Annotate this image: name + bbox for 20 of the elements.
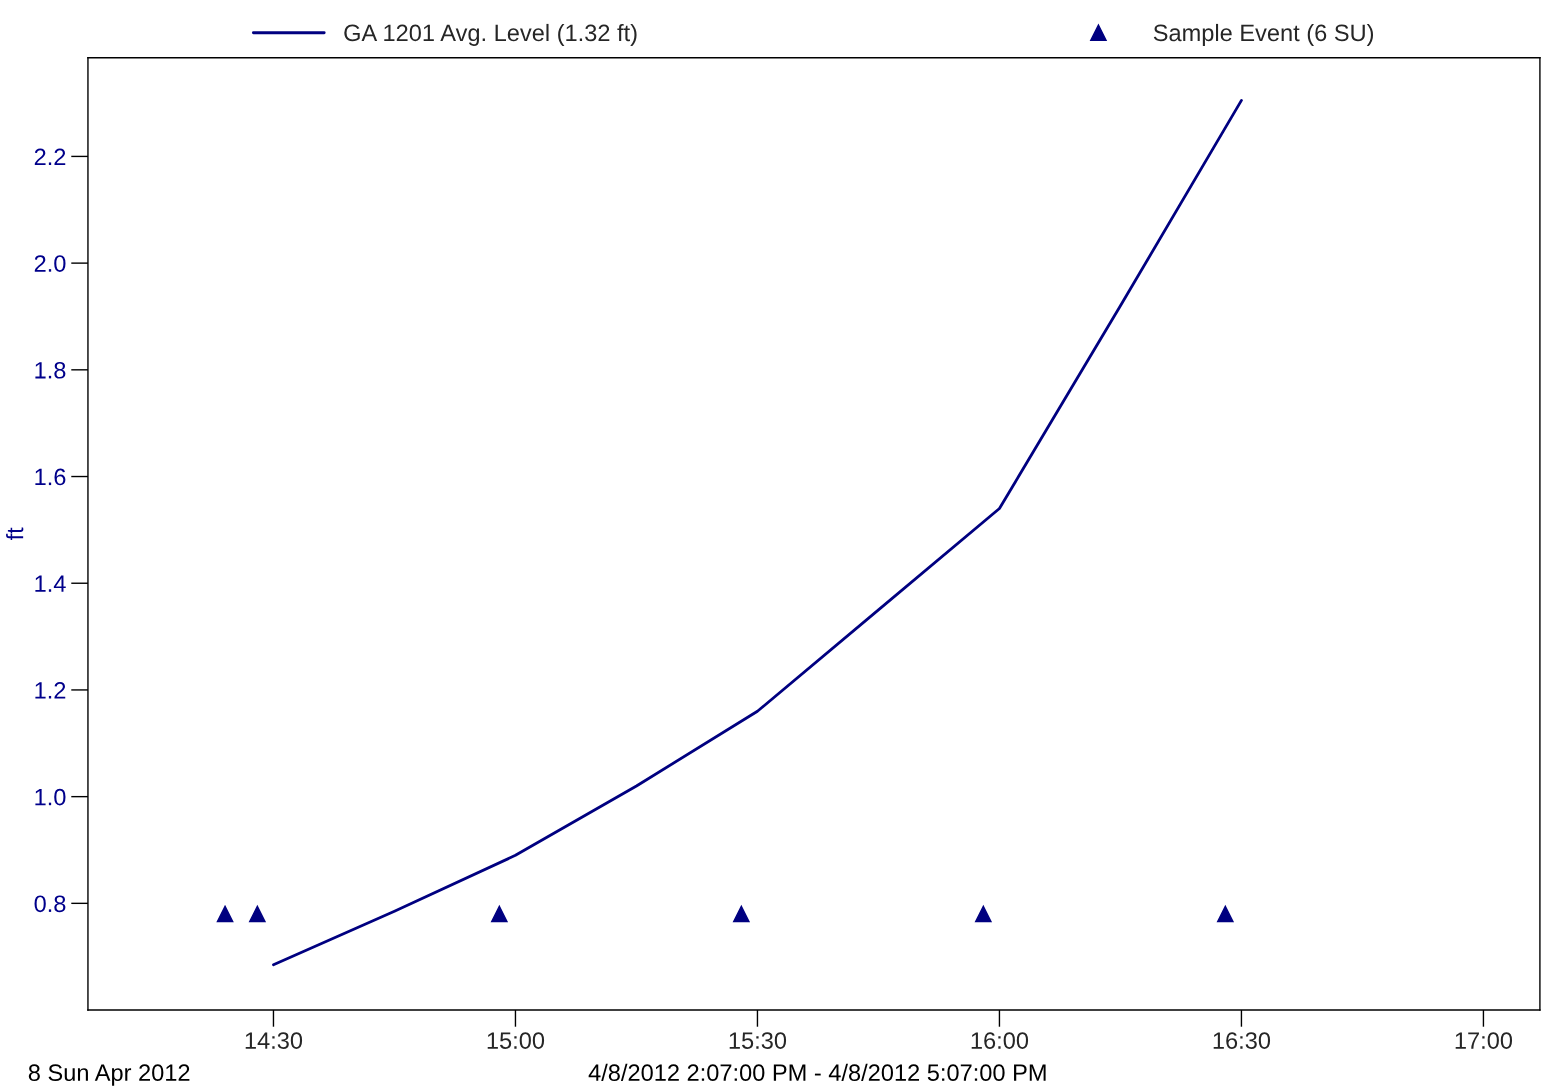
y-tick-label: 0.8	[34, 895, 66, 913]
y-tick-label: 1.2	[35, 682, 66, 699]
x-tick-label: 15:00	[487, 1032, 545, 1049]
x-tick-label: 17:00	[1455, 1032, 1513, 1049]
x-tick-label: 16:30	[1213, 1032, 1271, 1049]
y-tick-label: 1.4	[35, 575, 66, 592]
y-tick-label: 2.0	[34, 255, 66, 272]
line-series	[272, 99, 1243, 967]
y-tick-label: 2.2	[34, 148, 66, 165]
y-axis-title: ft	[6, 527, 24, 541]
x-tick-label: 15:30	[729, 1032, 787, 1049]
legend-label: Sample Event (6 SU)	[1153, 23, 1374, 46]
text: 8 Sun Apr 2012	[28, 1064, 190, 1086]
x-tick-label: 14:30	[245, 1032, 303, 1049]
legend-label: GA 1201 Avg. Level (1.32 ft)	[344, 23, 637, 46]
y-tick-label: 1.6	[35, 468, 66, 486]
text: 4/8/2012 2:07:00 PM - 4/8/2012 5:07:00 PM	[588, 1063, 1046, 1082]
y-tick-label: 1.8	[35, 361, 66, 379]
y-tick-label: 1.0	[35, 788, 66, 806]
x-tick-label: 16:00	[971, 1032, 1029, 1049]
